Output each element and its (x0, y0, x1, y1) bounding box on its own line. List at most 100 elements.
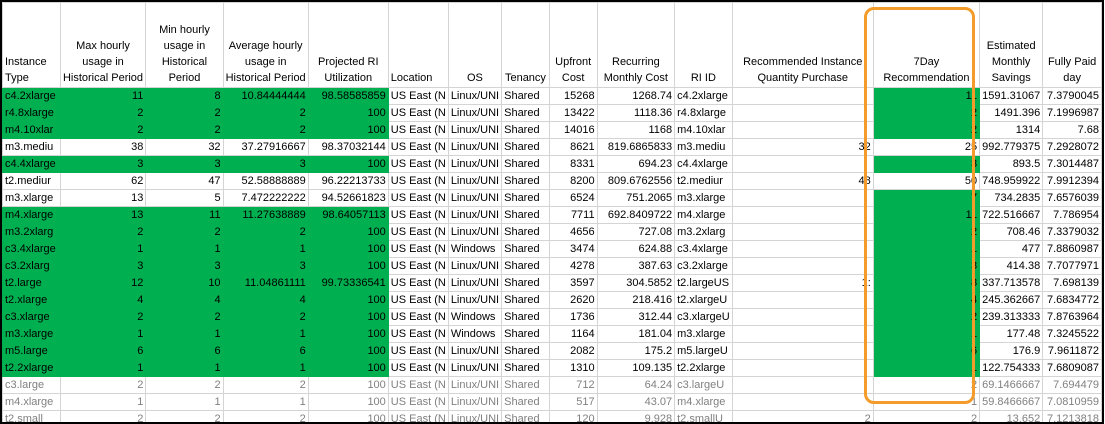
column-header[interactable]: Recurring Monthly Cost (596, 2, 676, 88)
table-cell[interactable]: 11.27638889 (222, 206, 309, 224)
table-cell[interactable]: 3 (222, 257, 309, 275)
table-cell[interactable]: 48 (731, 172, 874, 190)
table-cell[interactable]: US East (N (387, 410, 449, 422)
table-cell[interactable]: 3 (59, 257, 147, 275)
table-cell[interactable]: 7.6834772 (1042, 291, 1102, 309)
table-cell[interactable]: US East (N (387, 257, 449, 275)
table-cell[interactable]: 7.3245522 (1042, 325, 1102, 343)
column-header[interactable]: Average hourly usage in Historical Perio… (222, 2, 309, 88)
table-cell[interactable]: t2.largeUS (674, 274, 733, 292)
table-cell[interactable]: 13.652 (979, 410, 1044, 422)
table-cell[interactable]: 1 (59, 393, 147, 411)
table-cell[interactable]: Shared (501, 376, 550, 394)
table-cell[interactable]: 1: (731, 274, 874, 292)
table-cell[interactable]: 304.5852 (596, 274, 676, 292)
table-cell[interactable]: 6524 (548, 189, 598, 207)
table-cell[interactable]: 7.68 (1042, 121, 1102, 139)
table-cell[interactable]: 7.3014487 (1042, 155, 1102, 173)
table-cell[interactable]: Linux/UNI (447, 291, 503, 309)
table-cell[interactable] (731, 223, 874, 241)
table-cell[interactable]: 1310 (548, 359, 598, 377)
table-cell[interactable]: 722.516667 (979, 206, 1044, 224)
table-cell[interactable]: m4.xlarge (2, 393, 61, 411)
table-cell[interactable]: 7.8860987 (1042, 240, 1102, 258)
table-cell[interactable]: 2 (731, 410, 874, 422)
table-cell[interactable] (731, 325, 874, 343)
table-cell[interactable]: t2.xlarge (2, 291, 61, 309)
table-cell[interactable]: 7.0810959 (1042, 393, 1102, 411)
table-cell[interactable]: 52.58888889 (222, 172, 309, 190)
table-cell[interactable]: 10 (145, 274, 224, 292)
table-cell[interactable]: 69.1466667 (979, 376, 1044, 394)
table-cell[interactable]: 7.1213818 (1042, 410, 1102, 422)
column-header[interactable]: Projected RI Utilization (307, 2, 389, 88)
table-cell[interactable]: 1 (145, 325, 224, 343)
table-cell[interactable]: 13 (59, 206, 147, 224)
table-cell[interactable]: US East (N (387, 359, 449, 377)
table-cell[interactable]: 6 (59, 342, 147, 360)
table-cell[interactable]: US East (N (387, 155, 449, 173)
table-cell[interactable]: US East (N (387, 376, 449, 394)
column-header[interactable]: Max hourly usage in Historical Period (59, 2, 147, 88)
table-cell[interactable]: m4.10xlar (2, 121, 61, 139)
table-cell[interactable]: 2 (222, 121, 309, 139)
table-cell[interactable]: 11 (59, 87, 147, 105)
table-cell[interactable]: US East (N (387, 308, 449, 326)
table-cell[interactable]: 100 (307, 104, 389, 122)
table-cell[interactable] (731, 206, 874, 224)
table-cell[interactable]: Shared (501, 121, 550, 139)
table-cell[interactable]: US East (N (387, 393, 449, 411)
table-cell[interactable]: 2 (872, 410, 981, 422)
table-cell[interactable]: 15268 (548, 87, 598, 105)
table-cell[interactable]: 6 (222, 342, 309, 360)
table-cell[interactable]: m4.xlarge (674, 393, 733, 411)
table-cell[interactable]: 1 (59, 325, 147, 343)
table-cell[interactable]: Shared (501, 393, 550, 411)
table-cell[interactable]: 7.3790045 (1042, 87, 1102, 105)
table-cell[interactable]: r4.8xlarge (674, 104, 733, 122)
table-cell[interactable]: t2.small (2, 410, 61, 422)
table-cell[interactable]: 1 (872, 240, 981, 258)
table-cell[interactable]: 7.6809087 (1042, 359, 1102, 377)
table-cell[interactable] (731, 393, 874, 411)
table-cell[interactable]: 2 (872, 308, 981, 326)
table-cell[interactable]: 727.08 (596, 223, 676, 241)
table-cell[interactable]: 2 (872, 376, 981, 394)
table-cell[interactable]: 1268.74 (596, 87, 676, 105)
table-cell[interactable]: c3.large (2, 376, 61, 394)
table-cell[interactable]: 624.88 (596, 240, 676, 258)
table-cell[interactable]: m4.xlarge (2, 206, 61, 224)
table-cell[interactable]: 8 (145, 87, 224, 105)
table-cell[interactable]: US East (N (387, 342, 449, 360)
table-cell[interactable]: 32 (731, 138, 874, 156)
table-cell[interactable]: 2 (59, 376, 147, 394)
table-cell[interactable]: 2 (145, 410, 224, 422)
table-cell[interactable]: Shared (501, 257, 550, 275)
table-cell[interactable]: 38 (59, 138, 147, 156)
table-cell[interactable]: Shared (501, 291, 550, 309)
table-cell[interactable]: Windows (447, 308, 503, 326)
table-cell[interactable]: 8 (872, 274, 981, 292)
table-cell[interactable]: 2 (222, 376, 309, 394)
column-header[interactable]: Recommended Instance Quantity Purchase (731, 2, 874, 88)
table-cell[interactable]: 218.416 (596, 291, 676, 309)
table-cell[interactable]: 120 (548, 410, 598, 422)
table-cell[interactable] (731, 257, 874, 275)
table-cell[interactable]: 2 (145, 376, 224, 394)
table-cell[interactable]: 239.313333 (979, 308, 1044, 326)
table-cell[interactable]: 7.698139 (1042, 274, 1102, 292)
table-cell[interactable]: 3 (872, 257, 981, 275)
table-cell[interactable]: 2082 (548, 342, 598, 360)
table-cell[interactable]: 1 (59, 240, 147, 258)
table-cell[interactable]: 7.8763964 (1042, 308, 1102, 326)
table-cell[interactable]: c3.xlargeU (674, 308, 733, 326)
table-cell[interactable]: 1118.36 (596, 104, 676, 122)
table-cell[interactable]: 1164 (548, 325, 598, 343)
table-cell[interactable]: 37.27916667 (222, 138, 309, 156)
table-cell[interactable]: 10.84444444 (222, 87, 309, 105)
table-cell[interactable]: m4.10xlar (674, 121, 733, 139)
table-cell[interactable]: 4 (59, 291, 147, 309)
table-cell[interactable]: Shared (501, 223, 550, 241)
table-cell[interactable]: m3.2xlarg (674, 223, 733, 241)
table-cell[interactable]: 11 (145, 206, 224, 224)
